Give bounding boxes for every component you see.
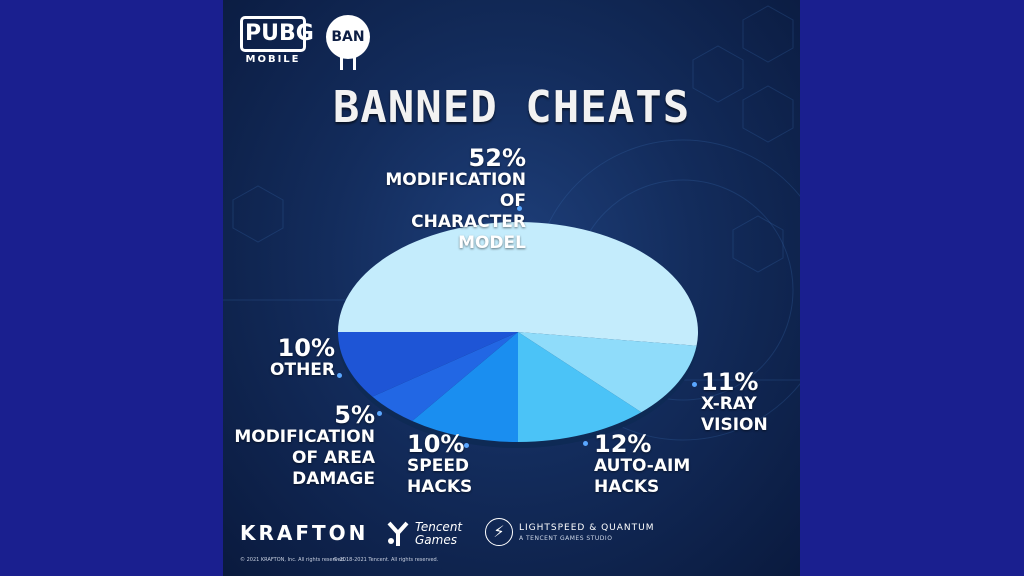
lightspeed-quantum-subtitle: A TENCENT GAMES STUDIO	[519, 535, 613, 542]
slice-autoaim	[518, 332, 642, 443]
ban-badge-stand	[340, 56, 356, 70]
name-speed-line2: HACKS	[407, 477, 473, 497]
name-autoaim-line1: AUTO-AIM	[594, 456, 691, 476]
krafton-logo: KRAFTON	[240, 521, 369, 545]
dot-other	[337, 373, 342, 378]
dot-autoaim	[583, 441, 588, 446]
pubg-mobile-logo: PUBG MOBILE	[240, 16, 314, 66]
name-xray-line1: X-RAY	[701, 394, 757, 414]
infographic-panel: PUBG MOBILE BAN BANNED CHEATS 52% MODIFI…	[223, 0, 800, 576]
pie-chart	[338, 222, 698, 448]
pct-autoaim: 12%	[594, 430, 652, 458]
name-area-damage-line1: MODIFICATION	[234, 427, 375, 447]
label-xray: 11% X-RAY VISION	[701, 370, 768, 436]
tencent-line2: Games	[415, 533, 457, 547]
name-other: OTHER	[270, 360, 335, 380]
lightspeed-quantum-logo: LIGHTSPEED & QUANTUM	[519, 523, 655, 533]
slice-other	[338, 332, 518, 397]
name-autoaim-line2: HACKS	[594, 477, 660, 497]
label-character-model: 52% MODIFICATION OF CHARACTER MODEL	[371, 146, 526, 254]
slice-area-damage	[372, 332, 518, 421]
name-area-damage-line2: OF AREA DAMAGE	[292, 448, 375, 489]
pct-other: 10%	[277, 334, 335, 362]
lightning-icon: ⚡	[485, 518, 513, 546]
slice-character-model	[338, 222, 698, 346]
pct-area-damage: 5%	[334, 401, 375, 429]
pubg-logo-word: PUBG	[240, 16, 314, 52]
label-other: 10% OTHER	[263, 336, 335, 381]
label-area-damage: 5% MODIFICATION OF AREA DAMAGE	[229, 403, 375, 490]
pct-speed: 10%	[407, 430, 465, 458]
label-autoaim: 12% AUTO-AIM HACKS	[594, 432, 690, 498]
label-speed: 10% SPEED HACKS	[407, 432, 472, 498]
footer: KRAFTON Tencent Games ⚡ LIGHTSPEED & QUA…	[223, 515, 800, 576]
tencent-line1: Tencent	[415, 520, 463, 534]
name-xray-line2: VISION	[701, 415, 768, 435]
dot-speed	[464, 443, 469, 448]
copyright-tencent: © 2018-2021 Tencent. All rights reserved…	[333, 557, 439, 563]
pubg-logo-sub: MOBILE	[245, 54, 301, 65]
dot-area-damage	[377, 411, 382, 416]
slice-xray	[518, 332, 697, 413]
copyright-krafton: © 2021 KRAFTON, Inc. All rights reserved…	[240, 557, 346, 563]
dot-character-model	[517, 206, 522, 211]
name-character-model-line1: MODIFICATION OF	[385, 170, 526, 211]
name-speed-line1: SPEED	[407, 456, 470, 476]
pct-character-model: 52%	[468, 144, 526, 172]
dot-xray	[692, 382, 697, 387]
tencent-games-icon	[387, 521, 409, 546]
ban-badge: BAN	[326, 15, 370, 59]
chart-title: BANNED CHEATS	[332, 82, 691, 133]
pct-xray: 11%	[701, 368, 759, 396]
tencent-games-logo: Tencent Games	[415, 521, 462, 547]
slice-speed	[412, 332, 518, 442]
name-character-model-line2: CHARACTER MODEL	[411, 212, 526, 253]
